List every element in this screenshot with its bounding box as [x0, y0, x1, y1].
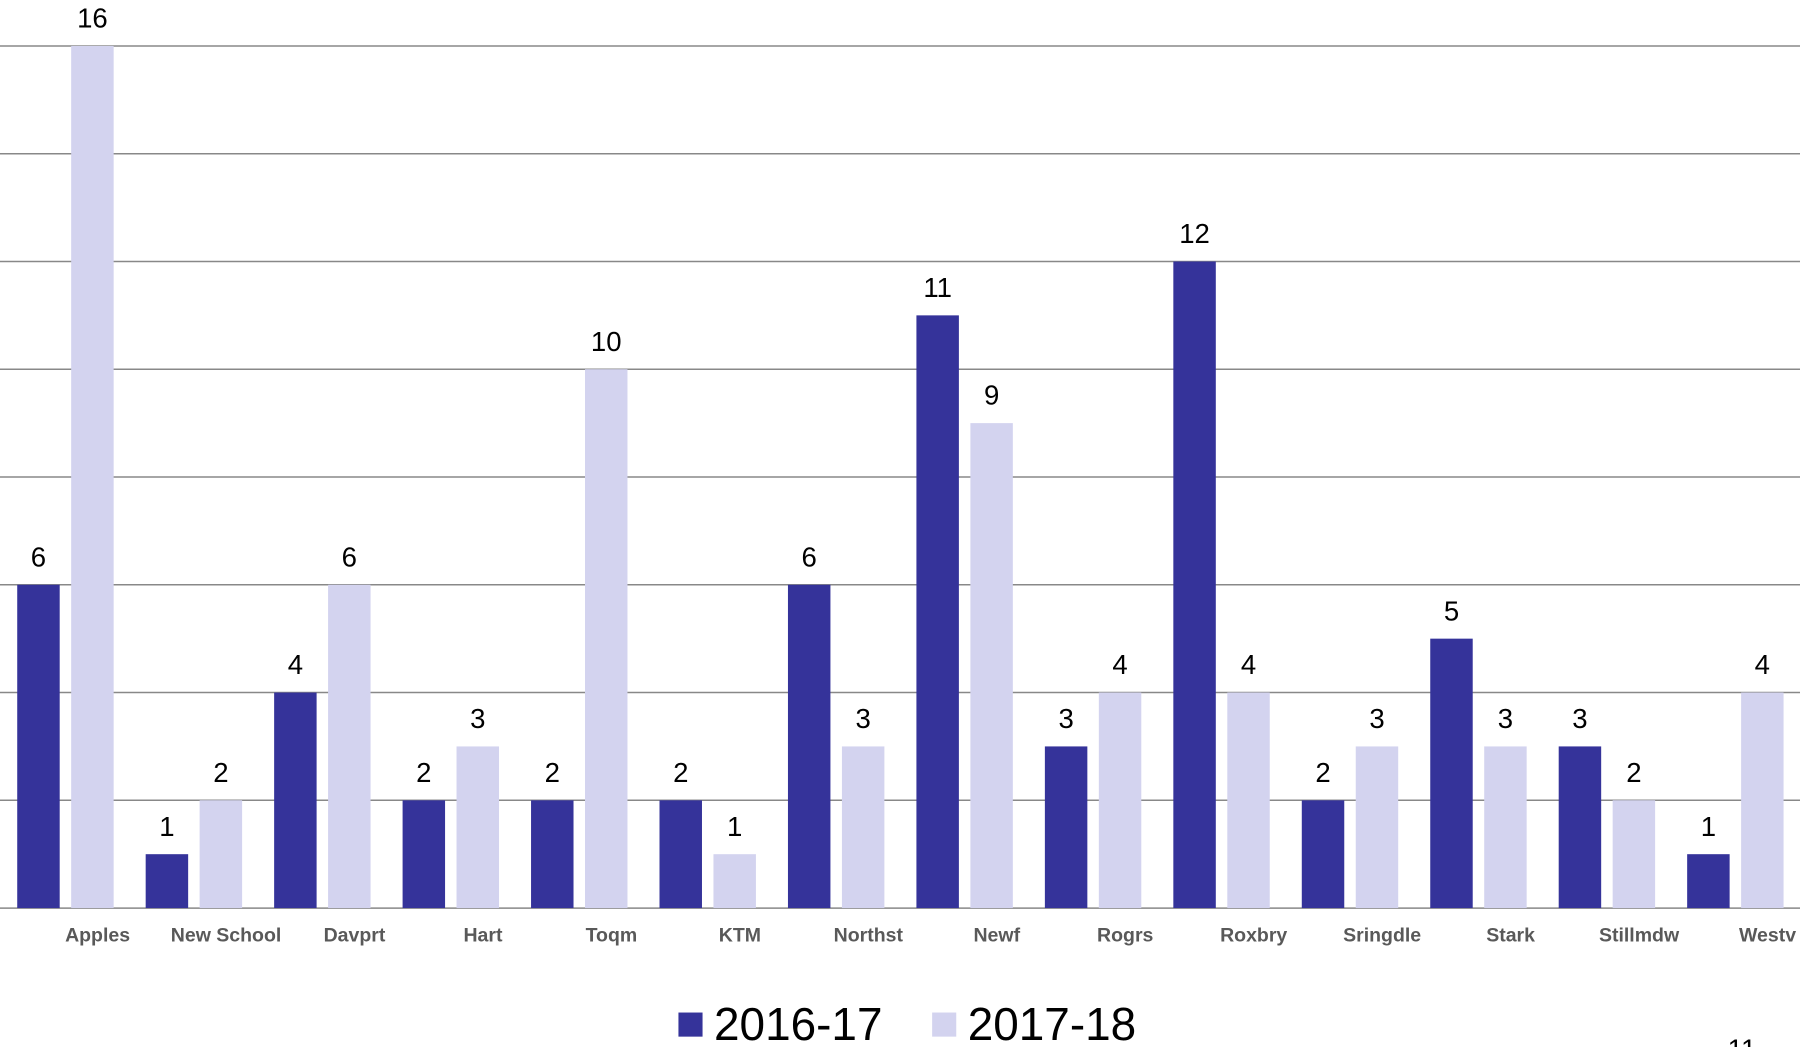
bar	[328, 584, 371, 909]
data-label: 16	[77, 3, 108, 34]
bar	[1173, 261, 1216, 909]
legend-label: 2017-18	[968, 998, 1136, 1047]
data-label: 2	[1315, 757, 1330, 788]
legend-swatch	[678, 1012, 703, 1037]
data-label: 12	[1179, 218, 1210, 249]
bar	[713, 854, 756, 909]
bar	[841, 746, 885, 909]
data-label: 5	[1444, 595, 1459, 626]
x-tick-label: Rogrs	[1097, 924, 1153, 946]
data-label: 3	[1498, 703, 1513, 734]
data-label: 1	[1701, 811, 1716, 842]
bar	[1301, 800, 1345, 909]
data-label: 2	[213, 757, 228, 788]
bar	[1227, 692, 1270, 909]
x-tick-label: Hart	[463, 924, 503, 946]
data-label: 2	[416, 757, 431, 788]
bar	[274, 692, 317, 909]
data-label: 1	[727, 811, 742, 842]
bar	[1687, 854, 1730, 909]
data-label: 2	[673, 757, 688, 788]
bar	[145, 854, 189, 909]
page-number: 11	[1728, 1033, 1757, 1047]
bar	[1558, 746, 1602, 909]
data-label: 3	[1572, 703, 1587, 734]
bar	[1430, 638, 1473, 909]
x-tick-label: Newf	[973, 924, 1020, 946]
data-label: 4	[1755, 649, 1770, 680]
x-tick-label: Northst	[834, 924, 904, 946]
x-tick-label: Stark	[1486, 924, 1535, 946]
data-label: 3	[855, 703, 870, 734]
data-label: 4	[288, 649, 303, 680]
data-label: 2	[545, 757, 560, 788]
data-label: 3	[470, 703, 485, 734]
bar	[1355, 746, 1399, 909]
x-tick-label: Apples	[65, 924, 130, 946]
bar	[585, 369, 628, 909]
data-label: 4	[1241, 649, 1256, 680]
bar	[71, 45, 114, 909]
data-label: 2	[1626, 757, 1641, 788]
bar	[1484, 746, 1527, 909]
bar	[402, 800, 446, 909]
legend-swatch	[932, 1012, 957, 1037]
x-tick-label: Westv	[1739, 924, 1796, 946]
bar	[1741, 692, 1784, 909]
bar	[787, 584, 831, 909]
data-label: 10	[591, 326, 622, 357]
x-tick-label: Roxbry	[1220, 924, 1287, 946]
x-tick-label: Sringdle	[1343, 924, 1421, 946]
x-tick-label: New School	[171, 924, 282, 946]
bar	[456, 746, 500, 909]
x-tick-label: Toqm	[586, 924, 638, 946]
data-label: 11	[923, 272, 952, 303]
bar	[916, 315, 959, 909]
data-label: 9	[984, 380, 999, 411]
x-tick-label: Stillmdw	[1599, 924, 1680, 946]
bar	[531, 800, 574, 909]
data-label: 4	[1112, 649, 1127, 680]
bar	[17, 584, 60, 909]
bar	[1612, 800, 1656, 909]
legend-label: 2016-17	[714, 998, 882, 1047]
data-label: 3	[1058, 703, 1073, 734]
data-label: 6	[802, 541, 817, 572]
bar	[970, 423, 1013, 909]
bar	[1044, 746, 1088, 909]
bar	[199, 800, 243, 909]
data-label: 3	[1369, 703, 1384, 734]
data-label: 1	[159, 811, 174, 842]
data-label: 6	[31, 541, 46, 572]
x-tick-label: Davprt	[324, 924, 386, 946]
data-label: 6	[342, 541, 357, 572]
bar	[659, 800, 702, 909]
bar	[1098, 692, 1142, 909]
x-tick-label: KTM	[719, 924, 761, 946]
